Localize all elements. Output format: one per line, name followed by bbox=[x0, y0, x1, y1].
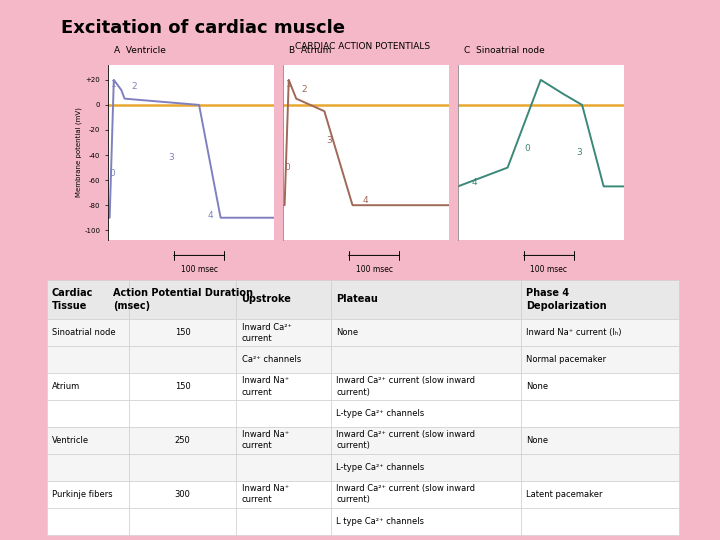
Text: Phase 4
Depolarization: Phase 4 Depolarization bbox=[526, 288, 607, 310]
Text: 1: 1 bbox=[112, 80, 117, 89]
Text: Normal pacemaker: Normal pacemaker bbox=[526, 355, 606, 364]
Bar bbox=[47, 481, 129, 508]
Bar bbox=[236, 400, 331, 427]
Text: 4: 4 bbox=[208, 211, 214, 220]
Bar bbox=[129, 319, 236, 346]
Bar bbox=[47, 400, 129, 427]
Bar bbox=[236, 280, 331, 319]
Text: 3: 3 bbox=[326, 136, 332, 145]
Bar bbox=[47, 454, 129, 481]
Text: Plateau: Plateau bbox=[336, 294, 378, 305]
Bar bbox=[236, 427, 331, 454]
Bar bbox=[129, 481, 236, 508]
Bar bbox=[47, 508, 129, 535]
Bar bbox=[521, 454, 679, 481]
Text: Excitation of cardiac muscle: Excitation of cardiac muscle bbox=[61, 19, 345, 37]
Bar bbox=[331, 508, 521, 535]
Text: None: None bbox=[526, 436, 548, 445]
Text: 3: 3 bbox=[576, 148, 582, 157]
Text: Atrium: Atrium bbox=[52, 382, 80, 391]
Bar bbox=[129, 508, 236, 535]
Y-axis label: Membrane potential (mV): Membrane potential (mV) bbox=[75, 107, 81, 198]
Text: Inward Ca²⁺
current: Inward Ca²⁺ current bbox=[241, 322, 292, 343]
Text: C  Sinoatrial node: C Sinoatrial node bbox=[464, 46, 545, 55]
Bar bbox=[236, 346, 331, 373]
Text: Action Potential Duration
(msec): Action Potential Duration (msec) bbox=[113, 288, 253, 310]
Text: 150: 150 bbox=[175, 328, 191, 337]
Bar bbox=[521, 481, 679, 508]
Text: 250: 250 bbox=[175, 436, 191, 445]
Bar bbox=[129, 427, 236, 454]
Text: 2: 2 bbox=[302, 85, 307, 94]
Bar bbox=[521, 427, 679, 454]
Bar bbox=[47, 280, 129, 319]
Text: Inward Ca²⁺ current (slow inward
current): Inward Ca²⁺ current (slow inward current… bbox=[336, 376, 475, 396]
Text: A  Ventricle: A Ventricle bbox=[114, 46, 166, 55]
Text: 4: 4 bbox=[472, 178, 477, 187]
Bar bbox=[129, 400, 236, 427]
Text: Latent pacemaker: Latent pacemaker bbox=[526, 490, 603, 499]
Bar bbox=[236, 373, 331, 400]
Text: L-type Ca²⁺ channels: L-type Ca²⁺ channels bbox=[336, 409, 425, 418]
Bar bbox=[331, 280, 521, 319]
Bar bbox=[236, 508, 331, 535]
Text: 100 msec: 100 msec bbox=[531, 265, 567, 274]
Text: L type Ca²⁺ channels: L type Ca²⁺ channels bbox=[336, 517, 424, 525]
Bar bbox=[236, 481, 331, 508]
Bar bbox=[521, 508, 679, 535]
Bar bbox=[129, 280, 236, 319]
Text: Inward Na⁺ current (Iₕ): Inward Na⁺ current (Iₕ) bbox=[526, 328, 621, 337]
Bar bbox=[236, 454, 331, 481]
Text: Cardiac
Tissue: Cardiac Tissue bbox=[52, 288, 93, 310]
Text: 100 msec: 100 msec bbox=[181, 265, 217, 274]
Bar bbox=[521, 400, 679, 427]
Text: 2: 2 bbox=[132, 82, 138, 91]
Bar bbox=[47, 427, 129, 454]
Text: 300: 300 bbox=[175, 490, 191, 499]
Bar bbox=[129, 346, 236, 373]
Text: 0: 0 bbox=[525, 144, 531, 153]
Text: 0: 0 bbox=[109, 170, 115, 178]
Bar bbox=[331, 427, 521, 454]
Bar bbox=[331, 373, 521, 400]
Text: Inward Na⁺
current: Inward Na⁺ current bbox=[241, 484, 289, 504]
Text: 150: 150 bbox=[175, 382, 191, 391]
Bar bbox=[47, 319, 129, 346]
Bar bbox=[521, 373, 679, 400]
Text: 1: 1 bbox=[287, 80, 292, 89]
Text: Inward Ca²⁺ current (slow inward
current): Inward Ca²⁺ current (slow inward current… bbox=[336, 430, 475, 450]
Text: None: None bbox=[336, 328, 359, 337]
Bar bbox=[129, 454, 236, 481]
Text: CARDIAC ACTION POTENTIALS: CARDIAC ACTION POTENTIALS bbox=[295, 42, 431, 51]
Bar bbox=[129, 373, 236, 400]
Bar bbox=[236, 319, 331, 346]
Bar bbox=[331, 454, 521, 481]
Bar bbox=[521, 346, 679, 373]
Bar bbox=[47, 346, 129, 373]
Text: Inward Na⁺
current: Inward Na⁺ current bbox=[241, 430, 289, 450]
Text: L-type Ca²⁺ channels: L-type Ca²⁺ channels bbox=[336, 463, 425, 472]
Bar bbox=[521, 280, 679, 319]
Text: Purkinje fibers: Purkinje fibers bbox=[52, 490, 112, 499]
Text: B  Atrium: B Atrium bbox=[289, 46, 332, 55]
Bar bbox=[331, 319, 521, 346]
Bar bbox=[331, 481, 521, 508]
Text: 4: 4 bbox=[363, 195, 369, 205]
Bar bbox=[47, 373, 129, 400]
Text: Ca²⁺ channels: Ca²⁺ channels bbox=[241, 355, 301, 364]
Text: Upstroke: Upstroke bbox=[241, 294, 292, 305]
Text: Ventricle: Ventricle bbox=[52, 436, 89, 445]
Text: 3: 3 bbox=[168, 153, 174, 162]
Bar bbox=[521, 319, 679, 346]
Text: None: None bbox=[526, 382, 548, 391]
Text: Inward Na⁺
current: Inward Na⁺ current bbox=[241, 376, 289, 396]
Text: 0: 0 bbox=[284, 163, 290, 172]
Text: 100 msec: 100 msec bbox=[356, 265, 392, 274]
Bar bbox=[331, 400, 521, 427]
Text: Sinoatrial node: Sinoatrial node bbox=[52, 328, 115, 337]
Text: Inward Ca²⁺ current (slow inward
current): Inward Ca²⁺ current (slow inward current… bbox=[336, 484, 475, 504]
Bar bbox=[331, 346, 521, 373]
